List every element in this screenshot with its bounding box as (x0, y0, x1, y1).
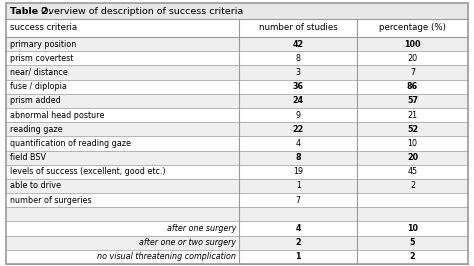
Text: prism covertest: prism covertest (10, 54, 73, 63)
Text: number of surgeries: number of surgeries (10, 196, 91, 205)
Text: 36: 36 (293, 82, 304, 91)
Bar (6, 221, 468, 236)
Text: no visual threatening complication: no visual threatening complication (97, 252, 237, 261)
Text: 10: 10 (408, 139, 418, 148)
Bar (6, 37, 468, 51)
Bar (6, 250, 468, 264)
Bar (6, 236, 468, 250)
Text: 20: 20 (408, 54, 418, 63)
Text: 5: 5 (410, 238, 415, 247)
Text: reading gaze: reading gaze (10, 125, 63, 134)
Text: after one or two surgery: after one or two surgery (139, 238, 237, 247)
Bar (6, 179, 468, 193)
Text: 86: 86 (407, 82, 418, 91)
Text: number of studies: number of studies (259, 23, 337, 32)
Text: 8: 8 (295, 153, 301, 162)
Text: 2: 2 (295, 238, 301, 247)
Text: 3: 3 (296, 68, 301, 77)
Text: 1: 1 (296, 181, 301, 190)
Bar (6, 94, 468, 108)
Text: able to drive: able to drive (10, 181, 61, 190)
Text: fuse / diplopia: fuse / diplopia (10, 82, 67, 91)
Text: 52: 52 (407, 125, 418, 134)
Bar (6, 19, 468, 37)
Text: 7: 7 (410, 68, 415, 77)
Text: levels of success (excellent, good etc.): levels of success (excellent, good etc.) (10, 167, 165, 176)
Text: 7: 7 (296, 196, 301, 205)
Text: 2: 2 (410, 252, 415, 261)
Text: near/ distance: near/ distance (10, 68, 68, 77)
Bar (6, 122, 468, 136)
Bar (6, 193, 468, 207)
Text: 19: 19 (293, 167, 303, 176)
Bar (6, 80, 468, 94)
Text: 57: 57 (407, 96, 418, 105)
Text: after one surgery: after one surgery (167, 224, 237, 233)
Text: success criteria: success criteria (10, 23, 77, 32)
Text: 22: 22 (292, 125, 304, 134)
Text: 45: 45 (408, 167, 418, 176)
Text: 10: 10 (407, 224, 418, 233)
Text: 20: 20 (407, 153, 418, 162)
Text: 9: 9 (296, 111, 301, 119)
Text: Overview of description of success criteria: Overview of description of success crite… (38, 6, 244, 15)
Text: 100: 100 (404, 40, 421, 49)
Text: abnormal head posture: abnormal head posture (10, 111, 104, 119)
Text: Table 2.: Table 2. (10, 6, 52, 15)
Text: field BSV: field BSV (10, 153, 46, 162)
Text: quantification of reading gaze: quantification of reading gaze (10, 139, 131, 148)
Bar (6, 108, 468, 122)
Bar (6, 51, 468, 65)
Text: 8: 8 (296, 54, 301, 63)
Bar (6, 3, 468, 19)
Bar (6, 65, 468, 80)
Text: 42: 42 (292, 40, 304, 49)
Text: percentage (%): percentage (%) (379, 23, 446, 32)
Text: 4: 4 (295, 224, 301, 233)
Text: 2: 2 (410, 181, 415, 190)
Bar (6, 207, 468, 221)
Text: 21: 21 (408, 111, 418, 119)
Bar (6, 165, 468, 179)
Bar (6, 136, 468, 151)
Text: 1: 1 (295, 252, 301, 261)
Text: 4: 4 (296, 139, 301, 148)
Text: 24: 24 (292, 96, 304, 105)
Bar (6, 151, 468, 165)
Text: prism added: prism added (10, 96, 61, 105)
Text: primary position: primary position (10, 40, 76, 49)
